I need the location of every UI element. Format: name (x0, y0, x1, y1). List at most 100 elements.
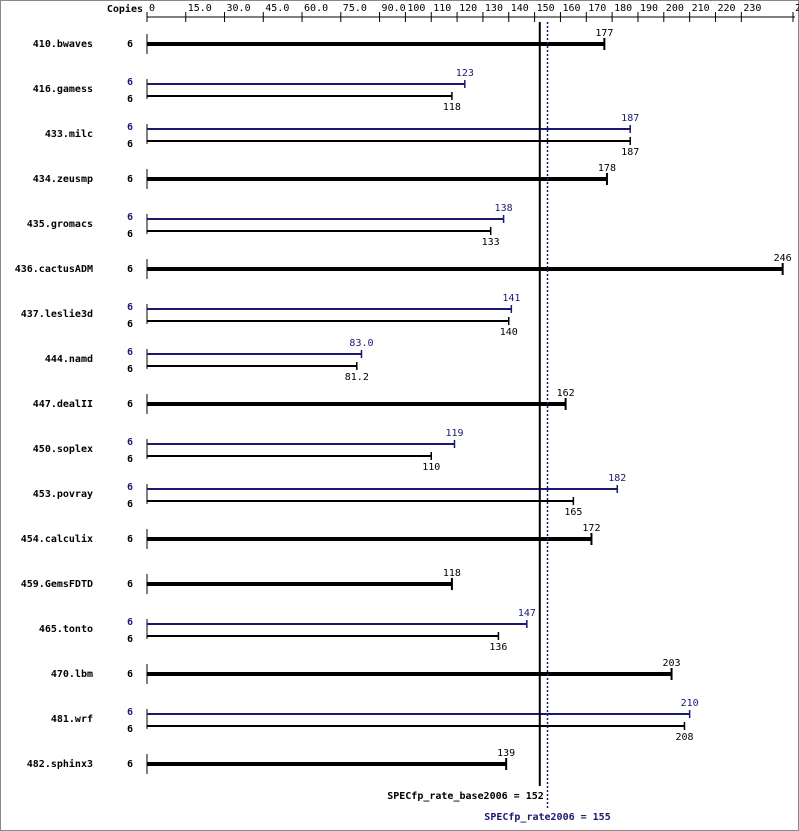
value-label: 141 (502, 293, 520, 304)
copies: 6 (127, 579, 133, 590)
benchmark-label: 434.zeusmp (33, 174, 93, 185)
value-label: 178 (598, 163, 616, 174)
copies: 6 (127, 482, 133, 493)
benchmark-label: 481.wrf (51, 714, 93, 725)
copies: 6 (127, 212, 133, 223)
bar (147, 140, 631, 142)
value-label: 147 (518, 608, 536, 619)
bar (147, 623, 527, 625)
copies: 6 (127, 437, 133, 448)
benchmark-label: 465.tonto (39, 624, 93, 635)
x-tick-label: 110 (433, 3, 451, 14)
benchmark-label: 433.milc (45, 128, 93, 140)
value-label: 210 (681, 698, 699, 709)
benchmark-label: 416.gamess (33, 84, 93, 95)
benchmark-label: 459.GemsFDTD (21, 579, 93, 590)
copies: 6 (127, 319, 133, 330)
value-label: 110 (422, 462, 440, 473)
benchmark-label: 454.calculix (21, 533, 93, 545)
bar (147, 218, 504, 220)
copies: 6 (127, 229, 133, 240)
copies: 6 (127, 617, 133, 628)
x-tick-label: 220 (717, 3, 735, 14)
copies: 6 (127, 364, 133, 375)
bar (147, 95, 452, 97)
benchmark-label: 437.leslie3d (21, 308, 93, 320)
x-tick-label: 200 (666, 3, 684, 14)
benchmark-label: 450.soplex (33, 444, 93, 455)
bar (147, 267, 783, 271)
bar (147, 443, 455, 445)
copies: 6 (127, 499, 133, 510)
x-tick-label: 120 (459, 3, 477, 14)
bar (147, 128, 631, 130)
bar (147, 582, 452, 586)
value-label: 182 (608, 473, 626, 484)
benchmark-label: 447.dealII (33, 399, 93, 410)
bar (147, 537, 592, 541)
benchmark-label: 410.bwaves (33, 39, 93, 50)
bar (147, 402, 566, 406)
x-tick-label: 15.0 (188, 3, 212, 14)
copies: 6 (127, 347, 133, 358)
benchmark-label: 436.cactusADM (15, 264, 93, 275)
value-label: 123 (456, 68, 474, 79)
bar (147, 713, 690, 715)
copies: 6 (127, 139, 133, 150)
reference-label: SPECfp_rate_base2006 = 152 (387, 791, 544, 802)
benchmark-label: 453.povray (33, 489, 93, 500)
value-label: 83.0 (349, 338, 373, 349)
value-label: 133 (482, 237, 500, 248)
copies: 6 (127, 122, 133, 133)
x-tick-label: 100 (407, 3, 425, 14)
value-label: 81.2 (345, 372, 369, 383)
x-tick-label: 170 (588, 3, 606, 14)
value-label: 187 (621, 113, 639, 124)
copies: 6 (127, 707, 133, 718)
copies: 6 (127, 399, 133, 410)
bar (147, 635, 499, 637)
x-tick-label: 160 (562, 3, 580, 14)
copies: 6 (127, 534, 133, 545)
bar (147, 365, 357, 367)
benchmark-label: 444.namd (45, 354, 93, 365)
value-label: 162 (557, 388, 575, 399)
value-label: 140 (500, 327, 518, 338)
copies-header: Copies (107, 3, 143, 15)
value-label: 177 (595, 28, 613, 39)
value-label: 136 (489, 642, 507, 653)
value-label: 119 (445, 428, 463, 439)
x-tick-label: 75.0 (343, 3, 367, 14)
copies: 6 (127, 264, 133, 275)
reference-label: SPECfp_rate2006 = 155 (484, 812, 610, 823)
value-label: 172 (582, 523, 600, 534)
bar (147, 308, 512, 310)
benchmark-label: 435.gromacs (27, 219, 93, 230)
benchmark-label: 470.lbm (51, 669, 93, 680)
x-tick-label: 190 (640, 3, 658, 14)
copies: 6 (127, 634, 133, 645)
bar (147, 488, 618, 490)
bar (147, 353, 362, 355)
x-tick-label: 60.0 (304, 3, 328, 14)
x-tick-label: 230 (743, 3, 761, 14)
bar (147, 230, 491, 232)
x-tick-label: 140 (511, 3, 529, 14)
x-tick-label: 180 (614, 3, 632, 14)
value-label: 138 (495, 203, 513, 214)
value-label: 203 (663, 658, 681, 669)
copies: 6 (127, 724, 133, 735)
x-tick-label: 30.0 (227, 3, 251, 14)
x-tick-label: 45.0 (265, 3, 289, 14)
bar (147, 500, 574, 502)
value-label: 246 (774, 253, 792, 264)
bar (147, 177, 607, 181)
copies: 6 (127, 454, 133, 465)
x-tick-label: 210 (692, 3, 710, 14)
bar (147, 42, 605, 46)
copies: 6 (127, 94, 133, 105)
bar (147, 455, 432, 457)
